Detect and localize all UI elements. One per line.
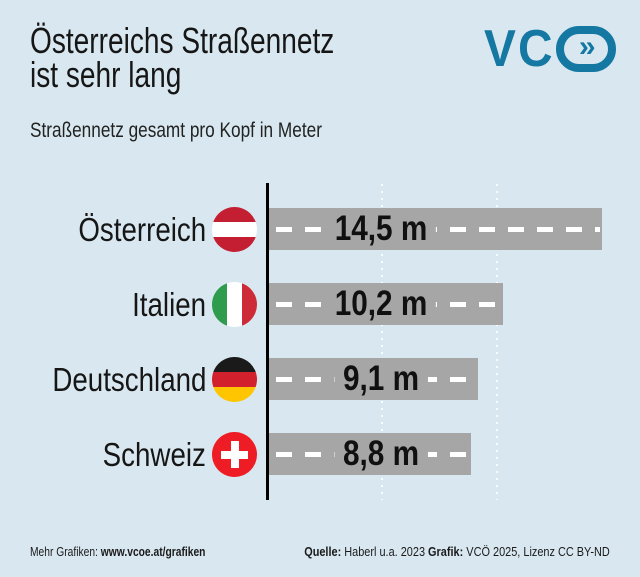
credit-label: Grafik: <box>428 544 464 559</box>
swiss-cross-icon <box>230 441 239 468</box>
logo-letter-c: C <box>517 20 553 78</box>
country-label: Österreich <box>78 211 206 248</box>
gridline-5m <box>381 184 383 500</box>
country-label: Deutschland <box>51 361 206 398</box>
credit-value: VCÖ 2025, Lizenz CC BY-ND <box>466 544 610 559</box>
chart-subtitle: Straßennetz gesamt pro Kopf in Meter <box>30 119 322 142</box>
more-graphics-link[interactable]: www.vcoe.at/grafiken <box>100 544 206 559</box>
flag-icon-it <box>212 282 257 327</box>
footer-more-graphics: Mehr Grafiken: www.vcoe.at/grafiken <box>30 544 205 559</box>
gridline-10m <box>496 184 498 500</box>
flag-icon-ch <box>212 432 257 477</box>
logo-o-pill: » <box>556 26 617 72</box>
vcoe-logo: V C » <box>484 20 617 78</box>
source-label: Quelle: <box>304 544 342 559</box>
bar-value-label: 14,5 m <box>326 209 436 249</box>
logo-letter-v: V <box>484 20 516 78</box>
y-axis-line <box>266 183 269 500</box>
road-bar: 10,2 m <box>269 283 503 325</box>
flag-icon-de <box>212 357 257 402</box>
road-bar: 9,1 m <box>269 358 478 400</box>
road-dash-line <box>276 226 600 232</box>
source-value: Haberl u.a. 2023 <box>344 544 426 559</box>
footer-credits: Quelle: Haberl u.a. 2023 Grafik: VCÖ 202… <box>304 544 610 559</box>
road-bar: 8,8 m <box>269 433 471 475</box>
bar-value-label: 8,8 m <box>334 434 428 474</box>
chart-title: Österreichs Straßennetz ist sehr lang <box>30 20 335 95</box>
country-label: Schweiz <box>102 436 206 473</box>
double-chevron-icon: » <box>578 30 596 63</box>
bar-value-label: 10,2 m <box>326 284 436 324</box>
flag-icon-at <box>212 207 257 252</box>
road-bar: 14,5 m <box>269 208 602 250</box>
bar-value-label: 9,1 m <box>334 359 428 399</box>
country-label: Italien <box>132 286 206 323</box>
more-graphics-label: Mehr Grafiken: <box>30 544 98 559</box>
